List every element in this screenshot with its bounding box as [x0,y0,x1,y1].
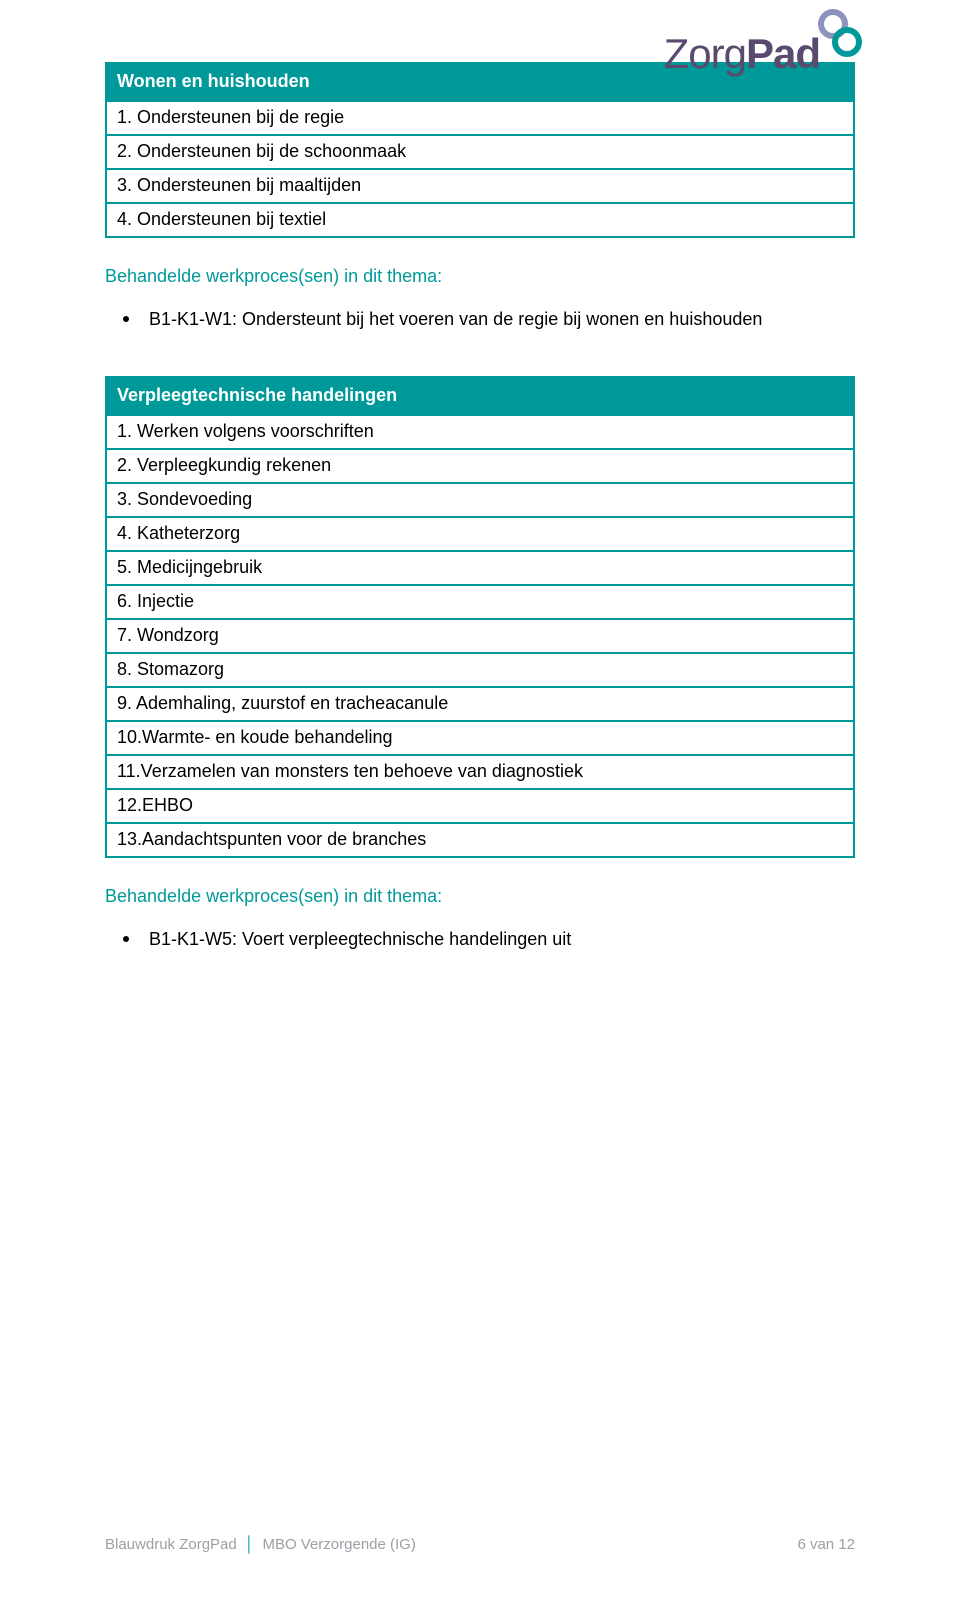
footer-left: Blauwdruk ZorgPad │ MBO Verzorgende (IG) [105,1536,416,1553]
table-row: 1. Ondersteunen bij de regie [106,101,854,135]
table-row: 3. Ondersteunen bij maaltijden [106,169,854,203]
list-item: B1-K1-W5: Voert verpleegtechnische hande… [109,925,855,954]
logo-text-part2: Pad [746,30,820,77]
table-row: 10.Warmte- en koude behandeling [106,721,854,755]
table-row: 4. Katheterzorg [106,517,854,551]
page-footer: Blauwdruk ZorgPad │ MBO Verzorgende (IG)… [105,1536,855,1553]
table-row: 9. Ademhaling, zuurstof en tracheacanule [106,687,854,721]
table-row: 8. Stomazorg [106,653,854,687]
table-row: 5. Medicijngebruik [106,551,854,585]
section1-paragraph-label: Behandelde werkproces(sen) in dit thema: [105,266,855,287]
table-row: 6. Injectie [106,585,854,619]
section2-paragraph-label: Behandelde werkproces(sen) in dit thema: [105,886,855,907]
table-row: 2. Ondersteunen bij de schoonmaak [106,135,854,169]
table-row: 12.EHBO [106,789,854,823]
footer-separator-icon: │ [241,1536,258,1553]
section-wonen-huishouden: Wonen en huishouden 1. Ondersteunen bij … [105,62,855,238]
footer-page-number: 6 van 12 [797,1536,855,1553]
page-content: Wonen en huishouden 1. Ondersteunen bij … [0,0,960,954]
table-row: 4. Ondersteunen bij textiel [106,203,854,237]
section-verpleegtechnische-handelingen: Verpleegtechnische handelingen 1. Werken… [105,376,855,858]
footer-left-b: MBO Verzorgende (IG) [262,1536,415,1553]
footer-left-a: Blauwdruk ZorgPad [105,1536,237,1553]
table-row: 1. Werken volgens voorschriften [106,415,854,449]
table-row: 7. Wondzorg [106,619,854,653]
logo-text-part1: Zorg [664,30,746,77]
table-row: 2. Verpleegkundig rekenen [106,449,854,483]
infinity-rings-icon [818,8,862,60]
table-row: 3. Sondevoeding [106,483,854,517]
section1-bullets: B1-K1-W1: Ondersteunt bij het voeren van… [105,305,855,334]
table-row: 11.Verzamelen van monsters ten behoeve v… [106,755,854,789]
brand-logo: ZorgPad [664,28,862,80]
logo-text: ZorgPad [664,30,820,78]
list-item: B1-K1-W1: Ondersteunt bij het voeren van… [109,305,855,334]
table-row: 13.Aandachtspunten voor de branches [106,823,854,857]
section2-header: Verpleegtechnische handelingen [106,377,854,415]
section2-bullets: B1-K1-W5: Voert verpleegtechnische hande… [105,925,855,954]
